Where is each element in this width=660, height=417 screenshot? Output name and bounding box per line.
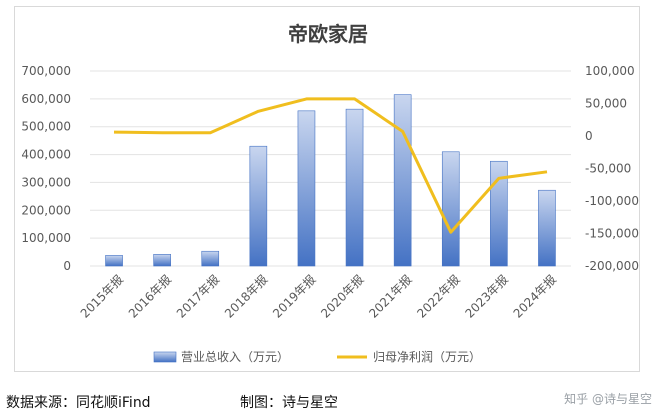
- legend-line-label: 归母净利润（万元）: [373, 350, 481, 364]
- left-axis-tick-label: 300,000: [21, 175, 71, 189]
- right-axis-tick-label: 0: [585, 129, 593, 143]
- left-axis-tick-label: 0: [63, 259, 71, 273]
- combo-chart: 帝欧家居 0 100,000 200,000 300,000 400,000 500,00…: [21, 22, 639, 364]
- left-axis-tick-label: 500,000: [21, 120, 71, 134]
- revenue-bar: [297, 110, 316, 267]
- left-axis-tick-label: 100,000: [21, 231, 71, 245]
- legend: 营业总收入（万元） 归母净利润（万元）: [153, 350, 481, 364]
- x-axis-tick-label: 2017年报: [173, 272, 222, 321]
- net-profit-line: [113, 97, 548, 234]
- revenue-bar: [249, 145, 268, 267]
- revenue-bar: [441, 151, 460, 267]
- left-axis-tick-label: 200,000: [21, 203, 71, 217]
- right-axis-tick-label: -100,000: [585, 194, 639, 208]
- revenue-bar: [105, 255, 123, 267]
- x-axis-tick-label: 2021年报: [366, 272, 415, 321]
- revenue-bar: [201, 250, 220, 267]
- revenue-bar: [345, 108, 364, 267]
- revenue-bar: [393, 94, 412, 267]
- revenue-bar: [538, 189, 556, 267]
- chart-frame: 帝欧家居 0 100,000 200,000 300,000 400,000 500,00…: [14, 6, 640, 372]
- x-axis-tick-label: 2022年报: [414, 272, 463, 321]
- x-axis-tick-label: 2020年报: [317, 272, 366, 321]
- revenue-bar: [490, 160, 508, 267]
- x-axis-tick-label: 2019年报: [269, 272, 318, 321]
- left-axis-tick-label: 700,000: [21, 64, 71, 78]
- x-axis-tick-label: 2023年报: [462, 272, 511, 321]
- right-axis-tick-label: -50,000: [585, 162, 631, 176]
- legend-bar-label: 营业总收入（万元）: [181, 350, 289, 364]
- left-axis-tick-label: 600,000: [21, 92, 71, 106]
- right-axis-tick-label: -200,000: [585, 259, 639, 273]
- watermark: 知乎 @诗与星空: [564, 392, 652, 406]
- x-axis-tick-label: 2015年报: [77, 272, 126, 321]
- legend-bar-swatch: [153, 351, 177, 363]
- chart-maker: 制图：诗与星空: [240, 395, 338, 411]
- x-axis-tick-label: 2024年报: [510, 272, 559, 321]
- chart-title: 帝欧家居: [288, 22, 368, 46]
- left-axis-tick-label: 400,000: [21, 148, 71, 162]
- right-axis-tick-label: 100,000: [585, 64, 635, 78]
- right-axis-tick-label: -150,000: [585, 227, 639, 241]
- x-axis-tick-label: 2016年报: [125, 272, 174, 321]
- x-axis-tick-label: 2018年报: [221, 272, 270, 321]
- revenue-bar: [153, 254, 171, 267]
- right-axis-tick-label: 50,000: [585, 97, 627, 111]
- data-source: 数据来源：同花顺iFind: [6, 395, 151, 411]
